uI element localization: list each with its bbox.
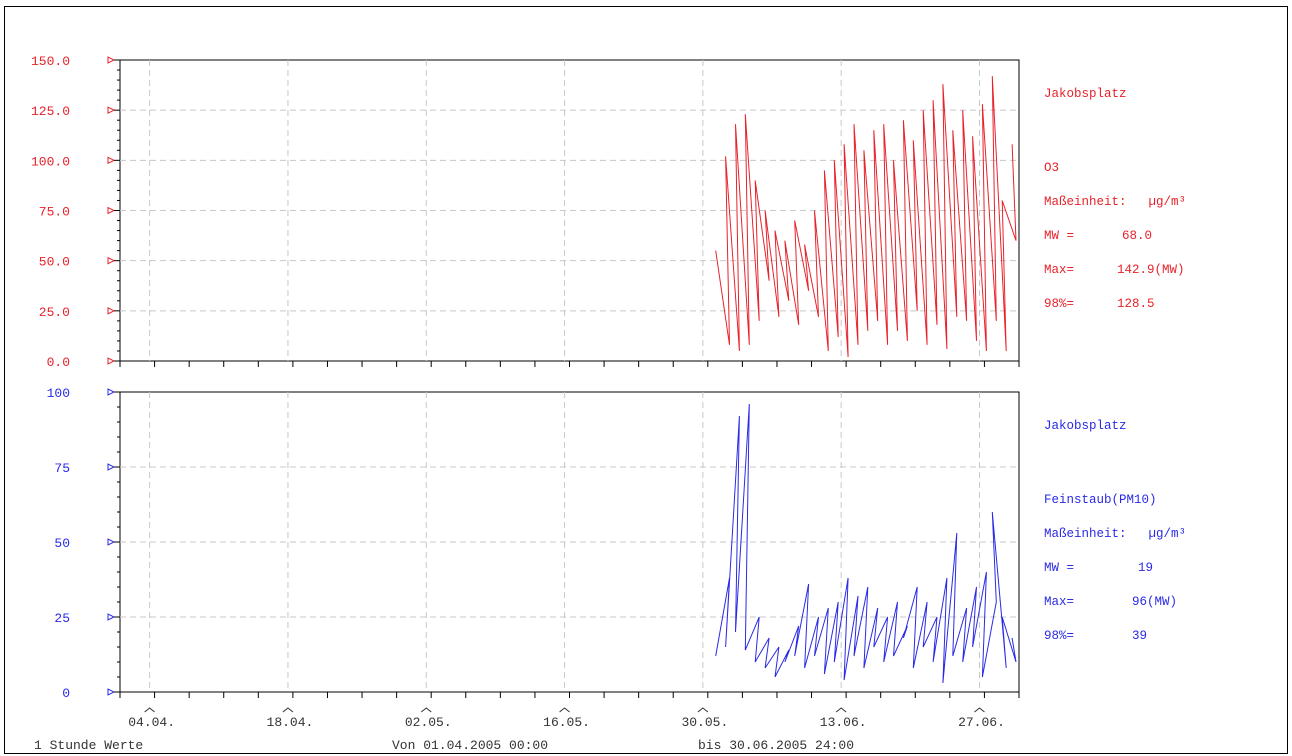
x-tick-marker bbox=[835, 707, 847, 713]
x-tick-label: 30.05. bbox=[681, 715, 728, 730]
legend-unit-label: Maßeinheit: bbox=[1044, 526, 1127, 541]
footer-to: bis 30.06.2005 24:00 bbox=[698, 738, 855, 753]
x-tick-marker bbox=[974, 707, 985, 713]
y-tick-marker bbox=[107, 106, 116, 114]
x-tick-label: 27.06. bbox=[958, 715, 1005, 730]
legend-unit: µg/m³ bbox=[1148, 526, 1187, 541]
legend-mw-label: MW = bbox=[1044, 560, 1075, 575]
legend-mw-row: MW = 68.0 bbox=[1044, 228, 1186, 243]
legend-max-label: Max= bbox=[1044, 594, 1075, 609]
legend-p98-row: 98%= 39 bbox=[1044, 628, 1186, 643]
y-tick-label: 100.0 bbox=[31, 154, 70, 169]
y-tick-marker bbox=[107, 388, 116, 396]
x-tick-marker bbox=[144, 707, 155, 713]
y-tick-label: 150.0 bbox=[31, 54, 70, 69]
y-tick-marker bbox=[107, 613, 116, 621]
legend-mw-value: 68.0 bbox=[1122, 228, 1153, 243]
legend-component: Feinstaub(PM10) bbox=[1044, 493, 1157, 508]
legend-o3: Jakobsplatz O3 Maßeinheit: µg/m³ MW = 68.0… bbox=[1044, 66, 1186, 321]
legend-unit-label: Maßeinheit: bbox=[1044, 194, 1127, 209]
y-tick-label: 25 bbox=[54, 611, 70, 626]
x-tick-marker bbox=[420, 707, 432, 713]
legend-max-value: 142.9(MW) bbox=[1117, 262, 1185, 277]
x-tick-label: 13.06. bbox=[820, 715, 867, 730]
legend-mw-value: 19 bbox=[1138, 560, 1154, 575]
y-tick-marker bbox=[107, 56, 116, 64]
x-tick-label: 18.04. bbox=[267, 715, 314, 730]
series-line-2 bbox=[715, 403, 1017, 684]
y-tick-label: 0 bbox=[62, 686, 70, 701]
x-tick-label: 16.05. bbox=[543, 715, 590, 730]
legend-p98-value: 128.5 bbox=[1117, 296, 1155, 311]
legend-max-value: 96(MW) bbox=[1132, 594, 1178, 609]
legend-max-label: Max= bbox=[1044, 262, 1075, 277]
x-tick-label: 04.04. bbox=[128, 715, 175, 730]
legend-p98-row: 98%= 128.5 bbox=[1044, 296, 1186, 311]
y-tick-label: 50.0 bbox=[39, 255, 70, 270]
y-tick-label: 50 bbox=[54, 536, 70, 551]
y-tick-label: 25.0 bbox=[39, 305, 70, 320]
legend-mw-label: MW = bbox=[1044, 228, 1075, 243]
legend-unit-row: Maßeinheit: µg/m³ bbox=[1044, 526, 1187, 541]
chart-frame bbox=[4, 6, 1288, 754]
legend-p98-label: 98%= bbox=[1044, 628, 1075, 643]
y-tick-marker bbox=[107, 156, 116, 165]
x-tick-marker bbox=[282, 707, 294, 713]
legend-unit: µg/m³ bbox=[1148, 194, 1187, 209]
legend-station: Jakobsplatz bbox=[1044, 418, 1127, 433]
y-tick-marker bbox=[107, 463, 116, 471]
x-tick-marker bbox=[559, 707, 570, 713]
legend-p98-value: 39 bbox=[1132, 628, 1148, 643]
y-tick-label: 75 bbox=[54, 461, 70, 476]
y-tick-marker bbox=[107, 256, 116, 265]
y-tick-label: 0.0 bbox=[47, 355, 70, 370]
legend-max-row: Max= 142.9(MW) bbox=[1044, 262, 1186, 277]
x-tick-label: 02.05. bbox=[405, 715, 452, 730]
legend-unit-row: Maßeinheit: µg/m³ bbox=[1044, 194, 1187, 209]
y-tick-label: 125.0 bbox=[31, 104, 70, 119]
y-tick-label: 100 bbox=[47, 386, 70, 401]
series-line-1 bbox=[715, 76, 1017, 358]
y-tick-marker bbox=[107, 538, 116, 546]
x-tick-marker bbox=[697, 707, 709, 713]
legend-mw-row: MW = 19 bbox=[1044, 560, 1186, 575]
y-tick-marker bbox=[107, 206, 116, 215]
legend-p98-label: 98%= bbox=[1044, 296, 1075, 311]
legend-pm10: Jakobsplatz Feinstaub(PM10) Maßeinheit: µ… bbox=[1044, 398, 1186, 653]
legend-component: O3 bbox=[1044, 161, 1060, 176]
y-tick-marker bbox=[107, 357, 116, 365]
legend-station: Jakobsplatz bbox=[1044, 86, 1127, 101]
legend-max-row: Max= 96(MW) bbox=[1044, 594, 1186, 609]
y-tick-label: 75.0 bbox=[39, 205, 70, 220]
footer-from: Von 01.04.2005 00:00 bbox=[392, 738, 549, 753]
y-tick-marker bbox=[107, 307, 116, 315]
y-tick-marker bbox=[107, 688, 116, 696]
footer-interval: 1 Stunde Werte bbox=[34, 738, 144, 753]
